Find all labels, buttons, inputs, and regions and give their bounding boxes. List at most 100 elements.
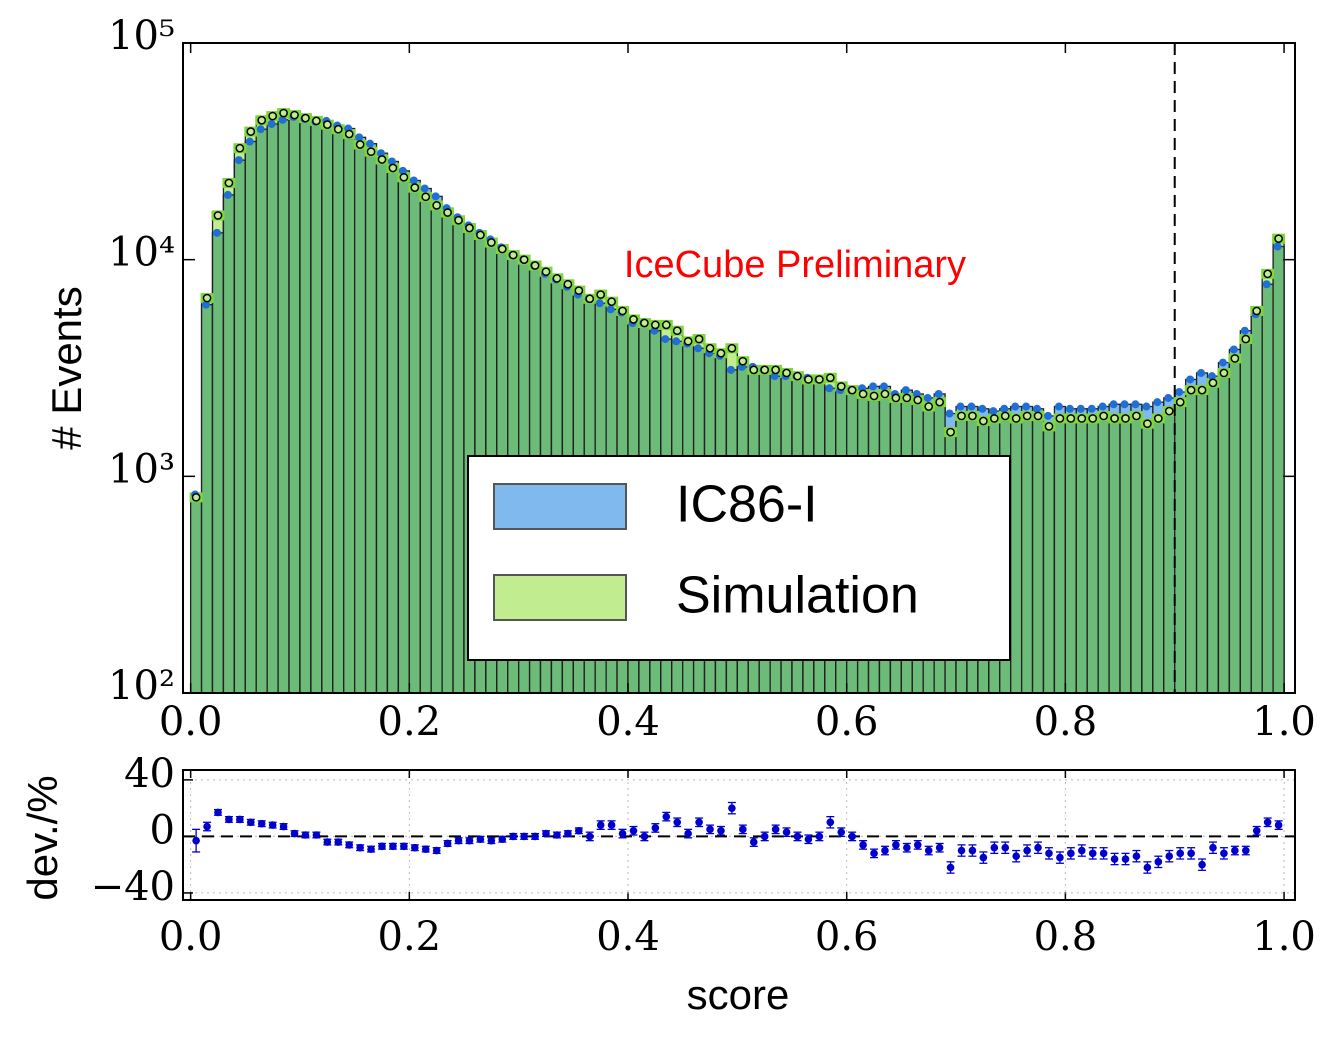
- y-axis-label: dev./%: [19, 775, 66, 900]
- bar-overlap: [1174, 401, 1187, 694]
- point: [246, 818, 255, 827]
- point: [476, 835, 485, 844]
- data-marker: [879, 382, 888, 391]
- point: [695, 818, 703, 827]
- data-marker: [366, 139, 375, 148]
- point: [1099, 849, 1108, 858]
- sim-marker: [355, 140, 365, 149]
- sim-marker: [388, 163, 398, 173]
- sim-marker: [640, 318, 649, 328]
- sim-marker: [290, 110, 299, 120]
- sim-marker: [1022, 411, 1032, 421]
- point: [236, 815, 244, 824]
- sim-marker: [661, 320, 671, 330]
- sim-marker: [946, 427, 955, 437]
- data-marker: [1076, 404, 1085, 413]
- point: [1045, 849, 1053, 858]
- bar-overlap: [266, 123, 279, 694]
- y-tick-label: 10³: [108, 446, 175, 492]
- sim-marker: [902, 393, 912, 403]
- sim-marker: [1186, 385, 1196, 395]
- bar-overlap: [364, 151, 378, 694]
- point: [542, 829, 550, 838]
- data-marker: [245, 137, 254, 146]
- sim-marker: [1044, 422, 1054, 431]
- bar-overlap: [386, 167, 400, 694]
- bar-overlap: [1261, 283, 1274, 694]
- point: [1241, 846, 1250, 855]
- sim-marker: [486, 238, 496, 247]
- point: [454, 836, 463, 845]
- bar-overlap: [1053, 417, 1067, 694]
- bar-overlap: [222, 194, 236, 694]
- sim-marker: [1241, 334, 1251, 344]
- point: [509, 832, 518, 841]
- point: [596, 821, 605, 829]
- point: [1198, 860, 1206, 869]
- point: [585, 832, 594, 841]
- bar-overlap: [1042, 425, 1056, 694]
- bar-overlap: [343, 133, 356, 694]
- data-marker: [726, 365, 735, 374]
- data-marker: [923, 393, 932, 402]
- sim-marker: [585, 294, 595, 304]
- data-marker: [387, 157, 396, 166]
- sim-marker: [432, 201, 442, 210]
- data-marker: [1131, 400, 1140, 409]
- sim-marker: [1197, 385, 1207, 395]
- data-marker: [1065, 404, 1074, 413]
- point: [192, 836, 200, 845]
- bar-overlap: [244, 140, 257, 694]
- point: [607, 821, 616, 829]
- data-marker: [989, 407, 998, 416]
- point: [432, 846, 441, 855]
- legend-label: Simulation: [676, 567, 919, 625]
- x-tick-label: 0.6: [815, 914, 879, 960]
- point: [575, 826, 583, 835]
- point: [913, 841, 922, 849]
- bar-overlap: [332, 128, 345, 694]
- point: [1077, 846, 1086, 855]
- sim-marker: [869, 391, 879, 401]
- sim-marker: [1000, 411, 1010, 421]
- sim-marker: [1164, 406, 1174, 416]
- point: [334, 838, 343, 846]
- data-marker: [212, 228, 221, 237]
- point: [400, 842, 408, 851]
- legend-swatch: [493, 574, 627, 621]
- point: [312, 831, 321, 839]
- bar-overlap: [1217, 372, 1231, 694]
- x-tick-label: 1.0: [1252, 914, 1316, 960]
- sim-marker: [421, 192, 431, 202]
- sim-marker: [836, 382, 846, 391]
- data-marker: [945, 409, 954, 418]
- data-marker: [595, 299, 604, 308]
- point: [1154, 858, 1163, 866]
- bar-overlap: [321, 123, 334, 694]
- y-tick-label: 0: [150, 807, 175, 853]
- data-marker: [409, 176, 418, 185]
- bar-overlap: [1141, 423, 1154, 694]
- point: [826, 818, 835, 827]
- point: [520, 832, 528, 841]
- sim-marker: [322, 120, 332, 129]
- bar-overlap: [190, 496, 203, 694]
- y-tick-label: −40: [91, 864, 175, 910]
- sim-marker: [443, 208, 452, 217]
- sim-marker: [1143, 419, 1152, 429]
- sim-marker: [312, 116, 321, 126]
- bar-overlap: [1228, 357, 1241, 694]
- sim-marker: [1110, 414, 1119, 423]
- x-tick-label: 0.8: [1034, 914, 1098, 960]
- data-marker: [1011, 402, 1020, 411]
- bar-overlap: [211, 232, 225, 694]
- point: [1143, 863, 1152, 872]
- bar-overlap: [1239, 338, 1252, 694]
- bar-overlap: [299, 118, 312, 694]
- bar-overlap: [1250, 313, 1263, 694]
- bar-overlap: [1097, 415, 1110, 694]
- sim-marker: [563, 279, 573, 289]
- data-marker: [202, 300, 211, 309]
- x-tick-label: 0.4: [596, 914, 660, 960]
- sim-marker: [1263, 269, 1273, 279]
